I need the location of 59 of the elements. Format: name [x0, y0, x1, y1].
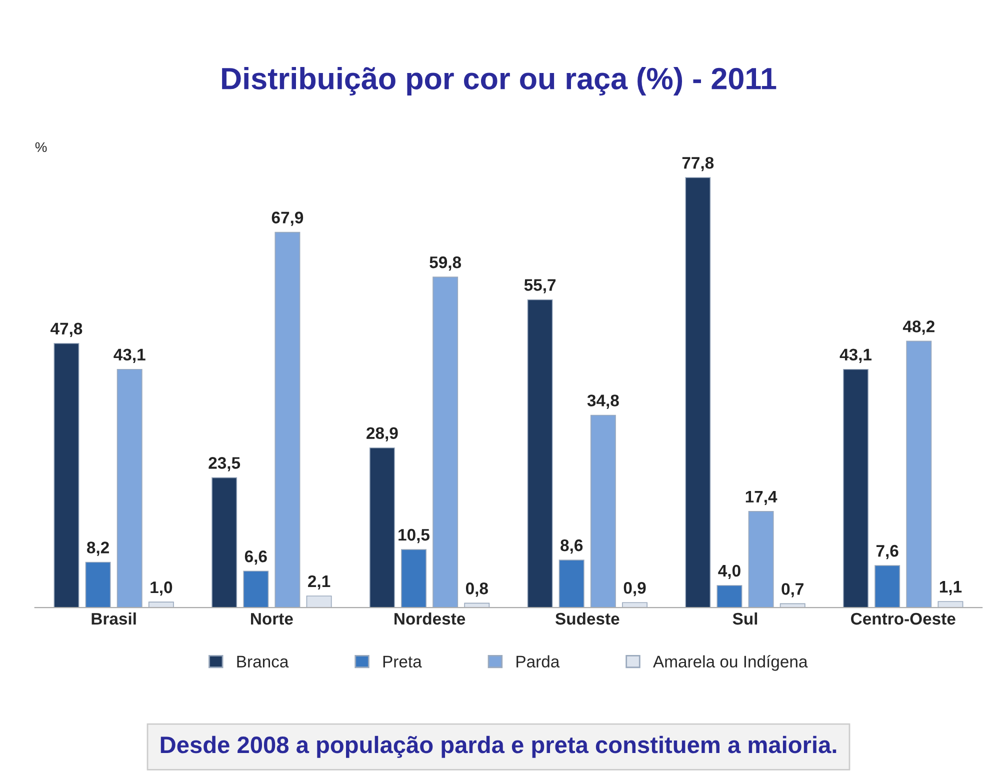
data-label: 23,5	[208, 457, 240, 472]
x-tick-label: Norte	[251, 613, 293, 625]
data-label: 0,7	[782, 583, 804, 598]
data-label: 8,2	[86, 542, 109, 556]
bar	[590, 414, 616, 608]
bar	[369, 447, 395, 608]
data-label: 10,5	[398, 528, 430, 544]
x-tick-label: Sudeste	[555, 612, 620, 625]
bar	[116, 368, 142, 608]
data-label: 6,6	[244, 550, 267, 565]
bar	[906, 340, 932, 608]
x-tick-label: Nordeste	[394, 612, 466, 625]
data-label: 1,1	[940, 581, 962, 596]
bar	[558, 560, 584, 608]
bar	[401, 549, 426, 608]
data-label: 43,1	[114, 348, 146, 363]
legend-label: Parda	[516, 655, 560, 668]
x-tick-label: Sul	[732, 612, 758, 625]
data-label: 55,7	[524, 279, 556, 294]
bar	[54, 342, 80, 608]
data-label: 47,8	[50, 322, 82, 337]
data-label: 34,8	[587, 394, 619, 409]
data-label: 0,9	[624, 582, 646, 596]
bar	[432, 276, 458, 608]
bar	[85, 562, 111, 608]
bar	[212, 477, 238, 608]
bar	[874, 565, 900, 608]
text: Desde 2008 a população parda e preta constituem a maioria.	[160, 736, 836, 758]
y-axis-title: %	[35, 142, 47, 152]
bar	[685, 177, 711, 608]
data-label: 17,4	[746, 490, 778, 505]
bar	[527, 299, 553, 608]
bar	[243, 570, 269, 608]
data-label: 2,1	[308, 575, 330, 590]
data-label: 43,1	[840, 348, 872, 363]
data-label: 67,9	[272, 212, 304, 226]
data-label: 0,8	[466, 582, 488, 597]
data-label: 7,6	[876, 544, 898, 560]
bar	[748, 511, 774, 608]
bar	[274, 232, 300, 608]
bar	[306, 596, 332, 608]
legend-label: Branca	[237, 656, 289, 668]
bar	[148, 602, 174, 608]
data-label: 8,6	[560, 539, 583, 554]
x-tick-label: Brasil	[92, 612, 136, 625]
bar	[843, 368, 868, 608]
data-label: 1,0	[150, 581, 172, 596]
data-label: 48,2	[902, 320, 934, 335]
legend-label: Preta	[383, 656, 422, 668]
bar	[938, 601, 964, 608]
data-label: 59,8	[430, 256, 462, 271]
x-tick-label: Centro-Oeste	[851, 612, 956, 625]
legend-label: Amarela ou Indígena	[653, 655, 808, 671]
data-label: 77,8	[682, 156, 714, 172]
bar	[622, 602, 648, 608]
bar	[716, 585, 742, 608]
data-label: 28,9	[366, 427, 398, 442]
chart-title: Distribuição por cor ou raça (%) - 2011	[222, 67, 776, 96]
data-label: 4,0	[718, 564, 740, 580]
